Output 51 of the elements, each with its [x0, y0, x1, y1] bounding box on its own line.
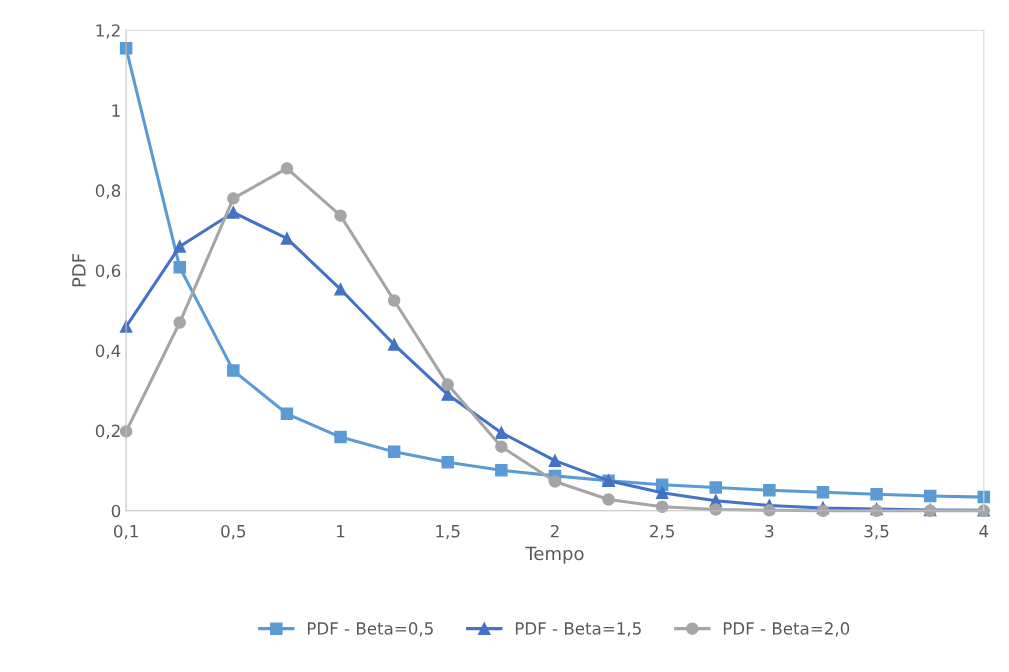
- x-tick-label: 4: [979, 525, 989, 538]
- x-tick-label: 0,1: [113, 524, 138, 540]
- point: [387, 338, 401, 351]
- point: [655, 478, 669, 491]
- point: [227, 364, 240, 377]
- point: [173, 261, 186, 274]
- legend-label: PDF - Beta=0,5: [307, 622, 433, 637]
- point: [709, 481, 723, 494]
- point: [280, 232, 294, 245]
- point: [495, 464, 508, 477]
- point: [495, 440, 508, 453]
- point: [602, 493, 615, 506]
- point: [495, 426, 508, 439]
- point: [548, 475, 562, 488]
- point: [387, 294, 401, 307]
- y-tick-label: 1,2: [96, 24, 120, 39]
- point: [334, 209, 347, 222]
- point: [548, 454, 562, 467]
- point: [441, 456, 454, 469]
- y-tick-label: 0,8: [95, 184, 121, 199]
- point: [227, 192, 240, 205]
- point: [173, 240, 186, 253]
- point: [173, 316, 186, 329]
- point: [870, 488, 883, 501]
- y-axis-title: PDF: [72, 253, 86, 287]
- point: [334, 283, 347, 296]
- x-tick-label: 3: [765, 524, 774, 538]
- y-tick-label: 0,4: [95, 344, 121, 359]
- point: [655, 486, 669, 499]
- legend-label: PDF - Beta=1,5: [515, 622, 641, 637]
- x-axis-title: Tempo: [525, 546, 584, 564]
- point: [441, 378, 454, 391]
- x-tick-label: 2: [550, 524, 559, 538]
- x-tick-label: 2,5: [650, 524, 674, 540]
- point: [227, 206, 240, 219]
- x-tick-label: 1,5: [436, 525, 460, 540]
- point: [387, 445, 401, 459]
- point: [280, 162, 294, 175]
- point: [763, 484, 776, 497]
- point: [280, 407, 294, 421]
- y-tick-label: 1: [112, 104, 120, 117]
- x-tick-label: 3,5: [864, 524, 889, 540]
- y-tick-label: 0: [111, 504, 121, 518]
- point: [334, 430, 347, 444]
- y-tick-label: 0,6: [95, 264, 121, 279]
- x-tick-label: 1: [337, 525, 345, 538]
- legend-label: PDF - Beta=2,0: [723, 622, 850, 637]
- point: [816, 486, 830, 499]
- y-tick-label: 0,2: [95, 424, 120, 439]
- x-tick-label: 0,5: [221, 524, 246, 540]
- point: [923, 489, 937, 503]
